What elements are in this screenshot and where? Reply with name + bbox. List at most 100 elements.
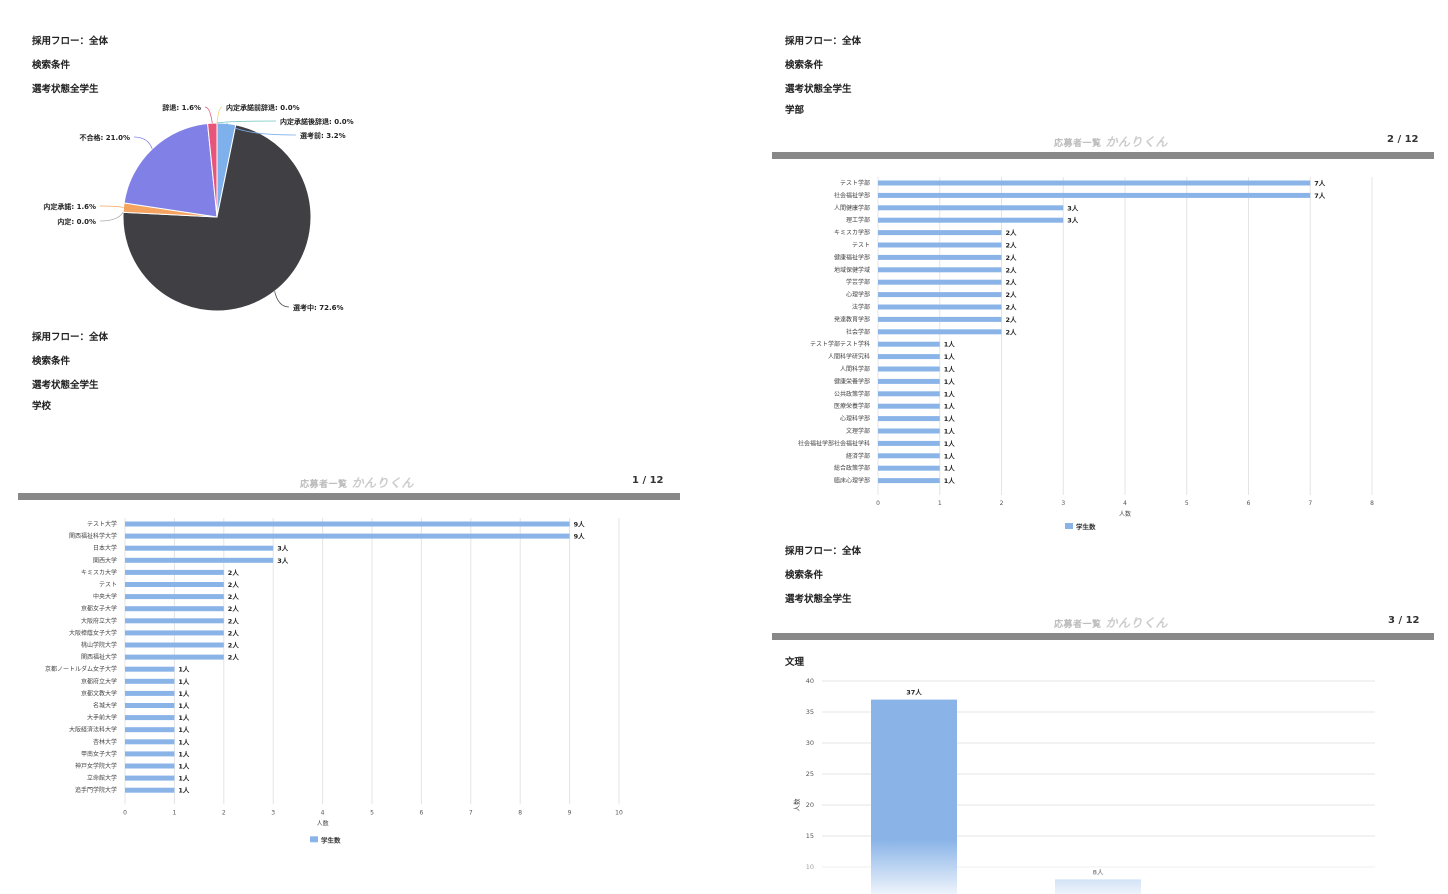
x-tick-label: 5 bbox=[370, 809, 374, 816]
bar bbox=[878, 329, 1002, 335]
bar bbox=[125, 787, 175, 793]
pie-label: 内定: 0.0% bbox=[57, 217, 96, 226]
pie-leader-line bbox=[133, 136, 153, 150]
status-label: 選考状態全学生 bbox=[785, 594, 852, 605]
y-category-label: 文理学部 bbox=[846, 427, 870, 435]
bar bbox=[125, 763, 175, 769]
bar-value-label: 1人 bbox=[944, 427, 956, 436]
bar bbox=[878, 416, 940, 422]
y-category-label: キミスカ大学 bbox=[81, 568, 117, 576]
y-category-label: 心理学部 bbox=[846, 291, 870, 299]
bar-value-label: 2人 bbox=[1006, 241, 1018, 250]
flow-label: 採用フロー：全体 bbox=[32, 36, 109, 47]
x-tick-label: 8 bbox=[518, 809, 522, 816]
x-tick-label: 8 bbox=[1370, 500, 1374, 507]
y-category-label: 人間科学研究科 bbox=[828, 353, 870, 361]
bar-value-label: 2人 bbox=[228, 604, 240, 613]
footer-org: 応募者一覧 bbox=[1054, 620, 1102, 630]
pie-slice bbox=[123, 122, 218, 218]
bar-value-label: 1人 bbox=[944, 451, 956, 460]
x-tick-label: 7 bbox=[469, 809, 473, 816]
x-tick-label: 4 bbox=[321, 809, 325, 816]
y-tick-label: 15 bbox=[806, 832, 814, 840]
bar bbox=[878, 217, 1064, 223]
bar bbox=[125, 557, 274, 563]
bar bbox=[125, 569, 224, 575]
pie-leader-line bbox=[99, 205, 124, 208]
bar-value-label: 2人 bbox=[1006, 290, 1018, 299]
pie-leader-line bbox=[216, 120, 277, 124]
y-category-label: 大手前大学 bbox=[87, 714, 117, 722]
bar-value-label: 2人 bbox=[228, 580, 240, 589]
y-category-label: 桃山学院大学 bbox=[81, 641, 117, 649]
bar-value-label: 1人 bbox=[178, 774, 190, 783]
bar bbox=[878, 205, 1064, 211]
faculty-label: 学部 bbox=[785, 105, 805, 116]
y-category-label: キミスカ学部 bbox=[834, 229, 870, 237]
status-label: 選考状態全学生 bbox=[32, 84, 99, 95]
bar bbox=[878, 254, 1002, 260]
bar-value-label: 1人 bbox=[178, 786, 190, 795]
footer-org: 応募者一覧 bbox=[1054, 139, 1102, 149]
y-category-label: 社会福祉学部社会福祉学科 bbox=[798, 439, 870, 447]
pie-label: 内定承諾: 1.6% bbox=[43, 202, 96, 211]
bar bbox=[878, 440, 940, 446]
x-tick-label: 0 bbox=[123, 809, 127, 816]
y-tick-label: 30 bbox=[806, 739, 814, 747]
bar bbox=[125, 739, 175, 745]
x-tick-label: 6 bbox=[419, 809, 423, 816]
bar-value-label: 1人 bbox=[178, 665, 190, 674]
bar-value-label: 1人 bbox=[944, 389, 956, 398]
bar-value-label: 2人 bbox=[1006, 303, 1018, 312]
y-category-label: 理工学部 bbox=[846, 216, 870, 224]
bar bbox=[125, 654, 224, 660]
bar-value-label: 2人 bbox=[1006, 278, 1018, 287]
pie-label: 選考中: 72.6% bbox=[293, 303, 344, 312]
bar-value-label: 1人 bbox=[178, 701, 190, 710]
bar bbox=[125, 703, 175, 708]
bar-value-label: 1人 bbox=[944, 464, 956, 473]
bar-value-label: 2人 bbox=[1006, 315, 1018, 324]
bar-value-label: 1人 bbox=[944, 340, 956, 349]
page-divider bbox=[772, 633, 1434, 640]
pie-leader-line bbox=[216, 106, 223, 124]
y-category-label: 総合政策学部 bbox=[834, 464, 870, 472]
x-axis-label: 人数 bbox=[317, 819, 329, 827]
bar bbox=[125, 582, 224, 587]
y-category-label: 経済学部 bbox=[846, 452, 870, 460]
flow-label: 採用フロー：全体 bbox=[785, 36, 862, 47]
bar-value-label: 1人 bbox=[178, 762, 190, 771]
y-category-label: 甲南女子大学 bbox=[81, 750, 117, 758]
bar bbox=[871, 699, 957, 894]
pie-label: 内定承諾後辞退: 0.0% bbox=[280, 117, 354, 126]
footer-logo: 応募者一覧 かんりくん bbox=[300, 474, 414, 491]
x-tick-label: 0 bbox=[876, 500, 880, 507]
y-category-label: 関西福祉大学 bbox=[81, 653, 117, 661]
pie-leader-line bbox=[204, 106, 213, 124]
y-category-label: 立命館大学 bbox=[87, 774, 117, 782]
bar-value-label: 3人 bbox=[277, 556, 289, 565]
legend-label: 学生数 bbox=[321, 835, 341, 844]
bar-value-label: 1人 bbox=[178, 737, 190, 746]
bar bbox=[878, 366, 940, 372]
bar bbox=[878, 465, 940, 471]
bar-value-label: 2人 bbox=[228, 628, 240, 637]
bar bbox=[878, 279, 1002, 285]
y-category-label: 公共政策学部 bbox=[834, 390, 870, 398]
bar-value-label: 1人 bbox=[178, 749, 190, 758]
bar-value-label: 2人 bbox=[228, 592, 240, 601]
bar-value-label: 1人 bbox=[944, 402, 956, 411]
bar bbox=[125, 594, 224, 600]
y-category-label: テスト bbox=[99, 582, 117, 589]
x-axis-label: 人数 bbox=[1119, 510, 1131, 518]
x-tick-label: 2 bbox=[222, 809, 226, 816]
bar-value-label: 1人 bbox=[178, 689, 190, 698]
y-category-label: 中央大学 bbox=[93, 593, 117, 601]
y-category-label: 京都府立大学 bbox=[81, 677, 117, 685]
bar-value-label: 1人 bbox=[944, 352, 956, 361]
flow-label: 採用フロー：全体 bbox=[32, 332, 109, 343]
y-category-label: 学芸学部 bbox=[846, 278, 870, 286]
y-category-label: 大阪経済法科大学 bbox=[69, 726, 117, 734]
footer-brand: かんりくん bbox=[1105, 616, 1169, 630]
search-conditions-heading: 検索条件 bbox=[32, 60, 71, 71]
